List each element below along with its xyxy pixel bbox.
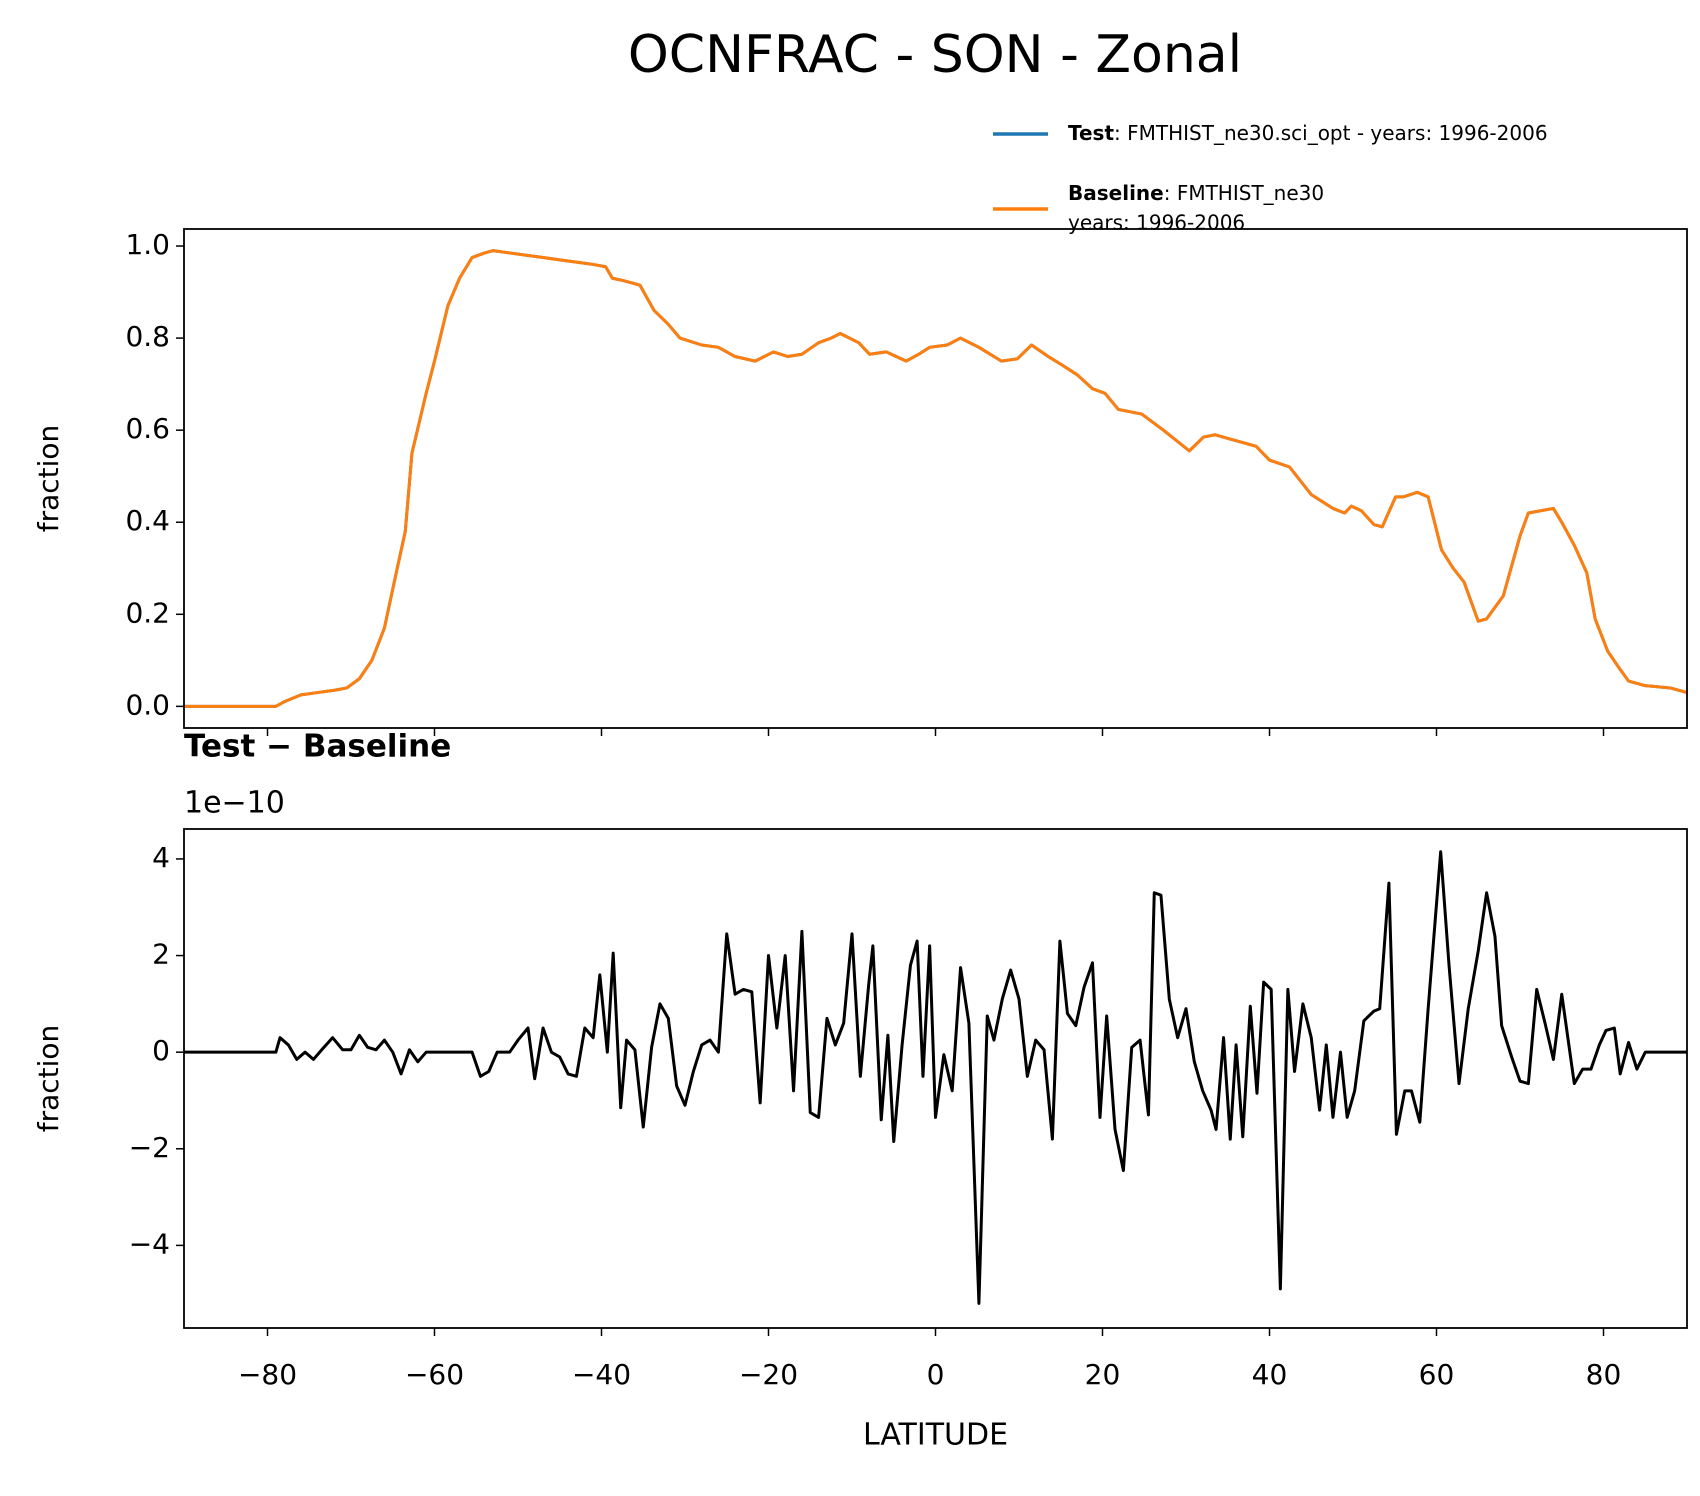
data-line (184, 850, 1687, 1305)
x-tick-label: 0 (927, 1358, 945, 1391)
y-axis-label: fraction (32, 425, 65, 533)
y-tick-label: 0.6 (125, 412, 170, 445)
x-tick-label: −60 (405, 1358, 464, 1391)
x-tick-label: 80 (1586, 1358, 1622, 1391)
legend-label: Baseline: FMTHIST_ne30 (1068, 181, 1324, 205)
x-tick-label: 20 (1085, 1358, 1121, 1391)
x-tick-label: −40 (572, 1358, 631, 1391)
y-tick-label: 0.2 (125, 596, 170, 629)
legend-label: Test: FMTHIST_ne30.sci_opt - years: 1996… (1068, 121, 1548, 145)
y-axis-label: fraction (32, 1025, 65, 1133)
figure-title: OCNFRAC - SON - Zonal (628, 25, 1242, 85)
x-tick-label: −20 (739, 1358, 798, 1391)
x-axis-label: LATITUDE (863, 1418, 1008, 1453)
y-tick-label: −2 (129, 1131, 170, 1164)
y-tick-label: 0.8 (125, 320, 170, 353)
y-tick-label: 0 (152, 1034, 170, 1067)
x-tick-label: −80 (238, 1358, 297, 1391)
y-tick-label: −4 (129, 1227, 170, 1260)
y-tick-label: 0.4 (125, 504, 170, 537)
y-tick-label: 1.0 (125, 228, 170, 261)
legend-description: years: 1996-2006 (1068, 211, 1245, 235)
legend-name: Baseline (1068, 181, 1164, 205)
axes-frame (183, 828, 1688, 1329)
axes-title: Test − Baseline (184, 729, 451, 765)
y-tick-label: 0.0 (125, 688, 170, 721)
y-tick-label: 4 (152, 841, 170, 874)
legend-description: : FMTHIST_ne30 (1164, 181, 1324, 205)
legend-description: : FMTHIST_ne30.sci_opt - years: 1996-200… (1114, 121, 1548, 145)
x-tick-label: 60 (1419, 1358, 1455, 1391)
offset-label: 1e−10 (184, 786, 285, 821)
y-tick-label: 2 (152, 938, 170, 971)
data-line (184, 249, 1687, 708)
x-tick-label: 40 (1252, 1358, 1288, 1391)
legend-name: Test (1068, 121, 1114, 145)
axes-frame (183, 228, 1688, 729)
